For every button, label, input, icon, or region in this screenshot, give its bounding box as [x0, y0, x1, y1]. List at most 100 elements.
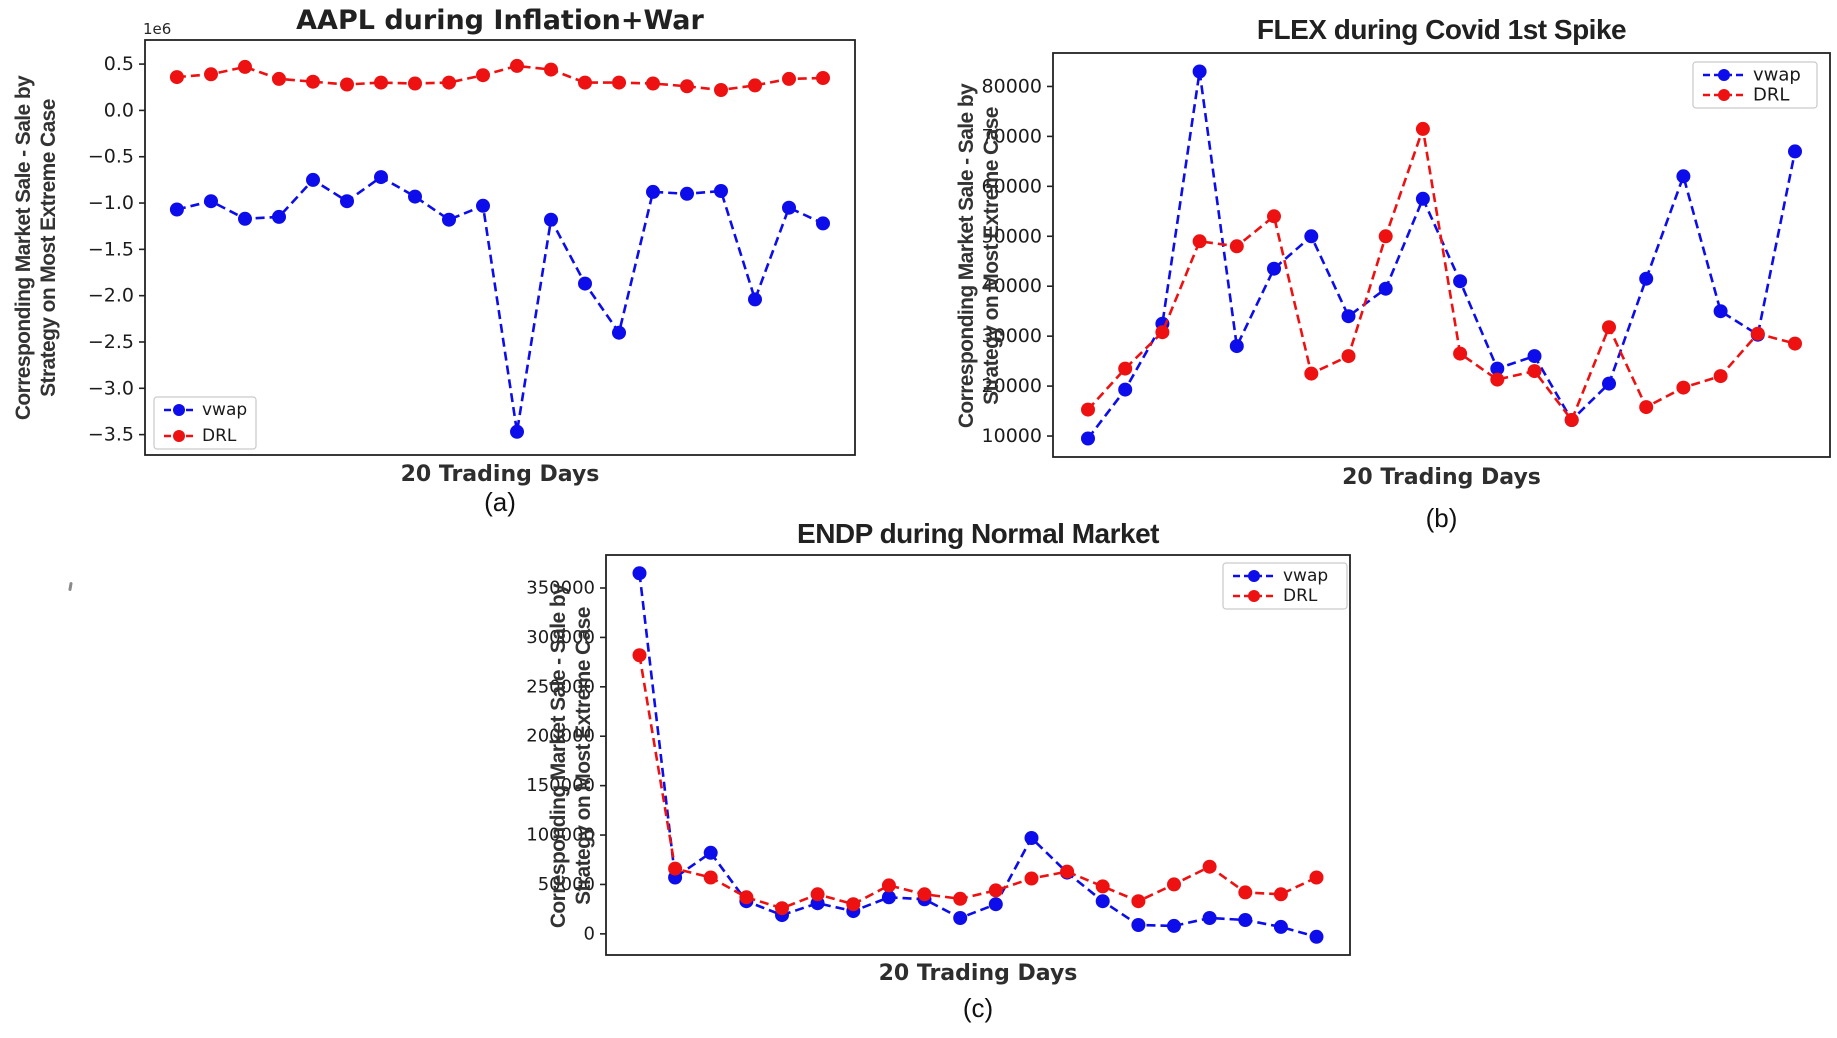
vwap-point	[1453, 274, 1468, 289]
DRL-point	[238, 59, 252, 74]
vwap-point	[1602, 376, 1616, 391]
DRL-point	[846, 897, 861, 912]
DRL-point	[1527, 364, 1542, 379]
ylabel-line1: Corresponding Market Sale - Sale by	[12, 75, 35, 421]
ylabel-line2: Strategy on Most Extreme Case	[572, 607, 595, 905]
legend-vwap-marker	[173, 404, 185, 416]
vwap-point	[1676, 169, 1691, 184]
ylabel-line2: Strategy on Most Extreme Case	[980, 107, 1003, 405]
DRL-point	[668, 861, 683, 876]
DRL-point	[374, 75, 388, 90]
DRL-point	[442, 75, 456, 90]
DRL-point	[1750, 326, 1765, 341]
vwap-point	[1788, 144, 1802, 159]
vwap-point	[1081, 431, 1095, 446]
DRL-point	[306, 74, 320, 89]
chart-c: 0 50000 100000 150000 200000 250000 300000 3500…	[400, 460, 1410, 1038]
ylabel-line1: Corresponding Market Sale - Sale by	[955, 83, 978, 429]
DRL-point	[810, 887, 825, 902]
DRL-point	[272, 71, 286, 86]
vwap-point	[881, 890, 896, 905]
chart-c-xlabel: 20 Trading Days	[878, 961, 1078, 986]
legend-vwap-marker	[1718, 69, 1730, 81]
vwap-point	[578, 276, 592, 291]
vwap-point	[714, 184, 728, 198]
DRL-point	[1639, 400, 1654, 415]
vwap-point	[1304, 229, 1319, 244]
chart-b-xlabel: 20 Trading Days	[1342, 465, 1541, 490]
DRL-point	[1602, 320, 1616, 335]
vwap-point	[442, 212, 456, 227]
vwap-point	[374, 170, 388, 185]
plot-area	[144, 39, 856, 456]
vwap-point	[1415, 191, 1430, 206]
DRL-point	[703, 870, 718, 885]
DRL-point	[714, 83, 728, 97]
legend-DRL-marker	[173, 430, 185, 442]
y-tick-label: −2.5	[88, 331, 134, 353]
DRL-point	[1202, 859, 1217, 874]
DRL-point	[632, 648, 647, 663]
y-tick-label: 80000	[982, 75, 1042, 97]
vwap-point	[646, 184, 660, 199]
DRL-point	[476, 68, 490, 83]
chart-a-plot: 0.5 0.0 −0.5 −1.0 −1.5 −2.0 −2.5 −3.0 −3.5 vwap DR…	[88, 39, 856, 456]
vwap-point	[272, 209, 286, 224]
DRL-point	[1676, 380, 1691, 395]
vwap-point	[204, 194, 218, 209]
vwap-point	[1273, 919, 1288, 934]
vwap-point	[340, 194, 354, 209]
vwap-point	[1309, 929, 1324, 944]
vwap-point	[612, 325, 626, 340]
y-tick-label: 40000	[982, 275, 1042, 297]
DRL-point	[775, 901, 789, 916]
y-tick-label: 20000	[982, 375, 1042, 397]
DRL-point	[739, 890, 754, 905]
DRL-point	[1081, 402, 1095, 417]
vwap-point	[1527, 349, 1542, 364]
DRL-point	[1713, 369, 1728, 384]
DRL-point	[1341, 349, 1356, 364]
DRL-point	[1131, 894, 1146, 909]
legend-DRL-label: DRL	[1283, 586, 1318, 606]
DRL-point	[881, 878, 896, 893]
DRL-point	[1118, 361, 1133, 376]
y-tick-label: 0	[584, 923, 595, 944]
vwap-point	[988, 897, 1003, 912]
DRL-point	[1229, 239, 1244, 254]
chart-a: 0.5 0.0 −0.5 −1.0 −1.5 −2.0 −2.5 −3.0 −3.5 vwap DR…	[0, 0, 900, 525]
vwap-point	[816, 216, 830, 231]
y-tick-label: −2.0	[88, 285, 134, 307]
DRL-point	[1060, 864, 1075, 879]
DRL-point	[1095, 879, 1110, 894]
y-tick-label: 300000	[526, 627, 595, 648]
vwap-point	[782, 200, 796, 215]
DRL-point	[680, 79, 694, 94]
DRL-point	[1309, 870, 1324, 885]
legend-DRL-label: DRL	[202, 426, 237, 446]
chart-b-plot: 10000 20000 30000 40000 50000 60000 70000 80000…	[982, 52, 1831, 458]
vwap-point	[1202, 911, 1217, 925]
chart-a-title: AAPL during Inflation+War	[296, 5, 704, 36]
DRL-point	[544, 62, 558, 77]
plot-area	[605, 554, 1351, 956]
DRL-point	[1273, 887, 1288, 902]
chart-b-caption: (b)	[1425, 503, 1458, 533]
legend-vwap-label: vwap	[202, 400, 247, 420]
y-tick-label: 100000	[526, 825, 595, 846]
DRL-point	[988, 883, 1003, 898]
ylabel-line2: Strategy on Most Extreme Case	[37, 99, 60, 397]
DRL-point	[1024, 871, 1039, 886]
DRL-point	[1192, 234, 1207, 249]
vwap-point	[632, 566, 647, 581]
chart-c-caption: (c)	[962, 993, 994, 1023]
DRL-point	[782, 71, 796, 86]
DRL-point	[1155, 325, 1170, 340]
y-tick-label: 50000	[538, 874, 595, 895]
DRL-point	[917, 887, 932, 902]
y-tick-label: 200000	[526, 726, 595, 747]
DRL-point	[1490, 372, 1505, 387]
vwap-point	[476, 198, 490, 213]
vwap-point	[1341, 309, 1356, 324]
